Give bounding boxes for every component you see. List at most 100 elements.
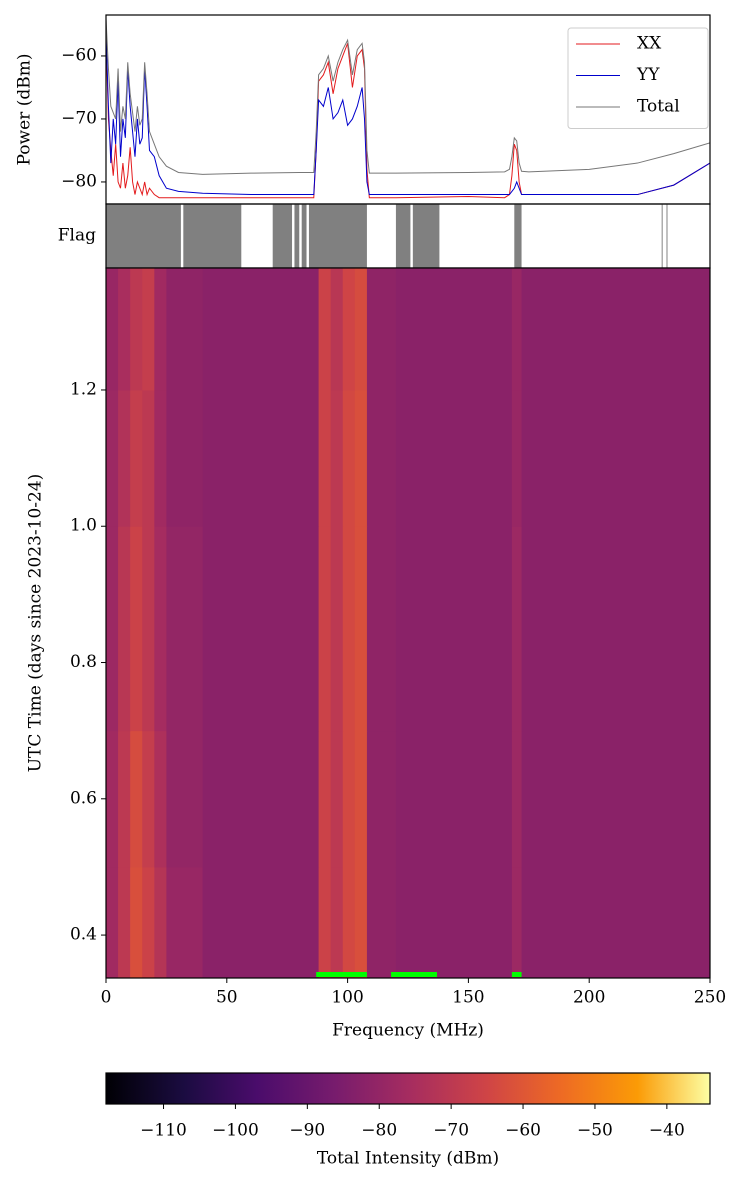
heatmap-cell [395,389,513,527]
colorbar-tick-label: −90 [289,1121,325,1141]
heatmap-cell [395,526,513,732]
heatmap-cell [118,526,131,732]
heatmap-cell [366,389,397,527]
y-axis-label: UTC Time (days since 2023-10-24) [26,474,46,773]
heatmap-cell [118,730,131,868]
flag-band [395,204,411,268]
heatmap-cell [154,268,167,391]
colorbar [106,1073,710,1104]
heatmap-cell [395,268,513,391]
heatmap-cell [521,866,711,979]
heatmap-cell [202,389,320,527]
flag-band [272,204,293,268]
axes-frame [105,1072,711,1105]
heatmap-cell [511,389,523,527]
heatmap-cell [342,526,356,732]
heatmap-cell [130,268,143,391]
heatmap-cell [318,730,332,868]
y-tick-label: 0.8 [70,652,97,672]
heatmap-cell [154,866,167,979]
heatmap-cell [354,389,368,527]
heatmap-cell [366,730,397,868]
heatmap-cell [166,866,204,979]
flag-band [183,204,242,268]
heatmap-cell [142,389,155,527]
heatmap-cell [154,526,167,732]
heatmap-cell [130,866,143,979]
heatmap-cell [521,730,711,868]
heatmap-cell [318,866,332,979]
heatmap-cell [166,730,204,868]
colorbar-tick-label: −110 [140,1121,187,1141]
legend-label: XX [637,34,662,54]
heatmap-cell [511,526,523,732]
heatmap-cell [342,866,356,979]
x-tick-label: 50 [216,988,238,1008]
flag-band [308,204,367,268]
y-axis-label: Power (dBm) [15,54,35,166]
y-tick-label: 0.6 [70,788,97,808]
colorbar-tick-label: −50 [577,1121,613,1141]
heatmap-cell [130,730,143,868]
heatmap-cell [106,268,119,391]
flag-band [514,204,522,268]
x-tick-label: 200 [573,988,605,1008]
flag-band [106,204,181,268]
heatmap-cell [142,866,155,979]
heatmap-cell [166,389,204,527]
heatmap-cell [342,730,356,868]
heatmap-cell [202,866,320,979]
heatmap-cell [318,526,332,732]
heatmap-cell [330,268,344,391]
heatmap-cell [118,389,131,527]
flag-band [666,204,668,268]
heatmap-cell [511,268,523,391]
heatmap-cell [202,268,320,391]
heatmap-cell [130,526,143,732]
legend-box [567,27,709,129]
y-tick-label: 1.2 [70,379,97,399]
x-tick-label: 0 [101,988,112,1008]
colorbar-tick-label: −100 [212,1121,259,1141]
heatmap-cell [354,730,368,868]
y-tick-label: 0.4 [70,925,97,945]
heatmap-cell [342,268,356,391]
heatmap-cell [106,389,119,527]
y-tick-label: 1.0 [70,516,97,536]
flag-band [294,204,300,268]
heatmap-cell [106,526,119,732]
heatmap-cell [342,389,356,527]
legend-label: YY [636,65,660,85]
heatmap-cell [118,268,131,391]
heatmap-cell [118,866,131,979]
highlight-band [391,972,437,977]
y-axis-label: Flag [58,226,96,246]
heatmap-cell [142,730,155,868]
heatmap-cell [106,730,119,868]
colorbar-tick-label: −60 [505,1121,541,1141]
flag-band [661,204,663,268]
heatmap-cell [366,866,397,979]
heatmap-cell [395,866,513,979]
heatmap-cell [330,866,344,979]
heatmap-cell [330,526,344,732]
heatmap-cell [354,866,368,979]
heatmap-cell [130,389,143,527]
colorbar-tick-label: −80 [361,1121,397,1141]
colorbar-label: Total Intensity (dBm) [317,1149,499,1169]
highlight-band [511,972,522,977]
flag-band [301,204,307,268]
heatmap-cell [511,866,523,979]
heatmap-cell [166,268,204,391]
heatmap-cell [318,268,332,391]
heatmap-cell [166,526,204,732]
heatmap-cell [330,730,344,868]
series-line [106,18,710,175]
heatmap-cell [142,526,155,732]
heatmap-cell [366,526,397,732]
heatmap-cell [521,526,711,732]
x-tick-label: 100 [331,988,363,1008]
heatmap-cell [202,730,320,868]
colorbar-tick-label: −70 [433,1121,469,1141]
